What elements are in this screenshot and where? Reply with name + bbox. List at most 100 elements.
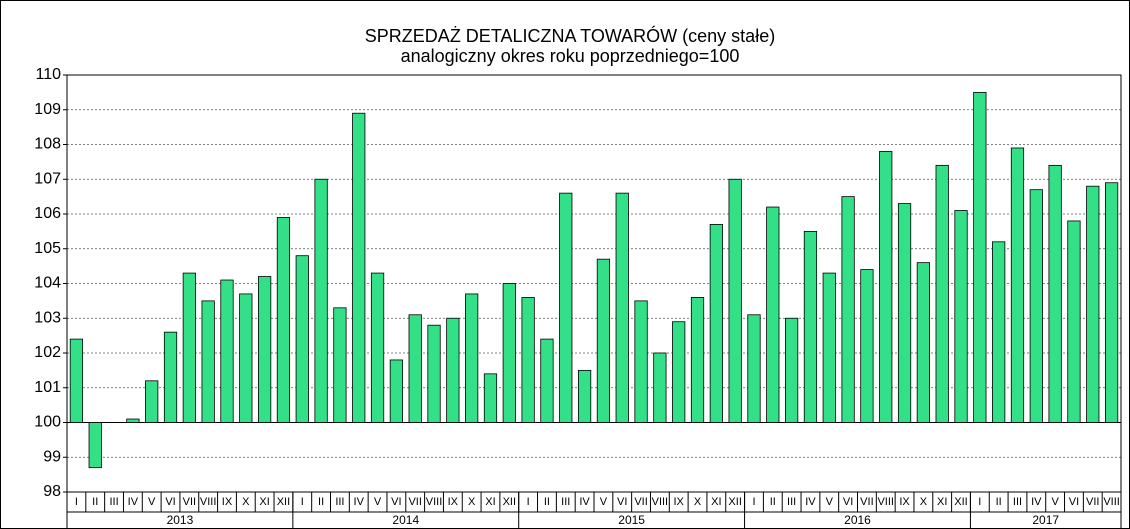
bar [803,230,818,423]
x-tick-label: IX [448,496,459,508]
y-tick-label: 103 [34,309,61,326]
bar [483,373,498,423]
bar [785,317,799,423]
bar [69,338,84,423]
plot-frame [66,74,1122,493]
bar [145,380,159,423]
y-tick-label: 106 [34,205,61,222]
bar [596,258,611,423]
bar [634,300,648,423]
bar [1086,185,1100,423]
x-tick-label: III [335,496,344,508]
x-tick-label: V [826,496,834,508]
bar [879,151,893,423]
x-tick-label: X [694,496,702,508]
y-tick-label: 102 [34,344,61,361]
bar [1048,164,1062,423]
y-tick-label: 110 [35,66,61,83]
bar [935,164,949,423]
x-tick-label: I [752,496,755,508]
x-tick-label: IV [579,496,590,508]
x-tick-label: IX [222,496,233,508]
x-tick-label: V [374,496,382,508]
bar [88,422,102,469]
bar [672,321,686,423]
bar [1029,189,1043,423]
bar [201,300,215,423]
x-tick-label: VIII [652,496,669,508]
x-tick-label: I [978,496,981,508]
bar [239,293,253,423]
x-tick-label: VI [165,496,175,508]
year-label: 2015 [618,513,645,527]
x-tick-label: VI [617,496,627,508]
y-tick-label: 108 [34,136,61,153]
x-tick-label: III [561,496,570,508]
bar [408,314,422,423]
bar [220,279,234,423]
bar [860,269,874,423]
bar [540,338,554,423]
bar [446,317,460,423]
x-tick-label: III [787,496,796,508]
x-tick-label: II [996,496,1002,508]
x-tick-label: III [1013,496,1022,508]
bar [1067,220,1081,423]
y-tick-label: 101 [34,379,61,396]
bar [314,178,328,423]
x-tick-label: XI [937,496,947,508]
x-tick-label: X [920,496,928,508]
x-tick-label: IV [354,496,365,508]
y-tick-label: 99 [43,448,61,465]
x-tick-label: VIII [1103,496,1120,508]
x-tick-label: VII [634,496,647,508]
bar [126,418,140,423]
year-label: 2016 [844,513,871,527]
x-tick-label: IV [128,496,139,508]
y-tick-label: 109 [34,101,61,118]
x-tick-label: VIII [877,496,894,508]
bar [766,206,780,423]
bar [276,217,291,423]
bar [709,224,723,423]
x-tick-label: XII [954,496,967,508]
year-label: 2013 [167,513,194,527]
x-tick-label: II [318,496,324,508]
bar [370,272,385,423]
x-tick-label: VII [1086,496,1099,508]
bar [728,178,742,423]
bar [841,196,855,423]
x-tick-label: IV [1031,496,1042,508]
bar [916,262,930,423]
bar [954,210,968,423]
x-tick-label: XI [259,496,269,508]
x-tick-label: X [468,496,476,508]
bar [615,192,629,423]
chart-title: SPRZEDAŻ DETALICZNA TOWARÓW (ceny stałe) [365,25,775,46]
x-tick-label: I [75,496,78,508]
x-tick-label: VIII [200,496,217,508]
x-tick-label: VII [860,496,873,508]
bar [1010,147,1025,423]
x-tick-label: VII [183,496,196,508]
bar [1104,182,1119,423]
bar [559,192,573,423]
x-tick-label: VI [843,496,853,508]
bar [973,91,987,423]
bar [690,296,705,423]
x-tick-label: XII [503,496,516,508]
bar [577,369,592,423]
x-tick-label: V [600,496,608,508]
x-tick-label: V [1051,496,1059,508]
x-tick-label: VII [408,496,421,508]
x-tick-label: XII [728,496,741,508]
year-label: 2017 [1032,513,1059,527]
bar [389,359,403,423]
x-tick-label: II [544,496,550,508]
bar [427,324,441,423]
x-tick-label: II [92,496,98,508]
year-label: 2014 [392,513,419,527]
bar [897,203,912,423]
bar [465,293,479,423]
y-tick-label: 107 [34,170,61,187]
